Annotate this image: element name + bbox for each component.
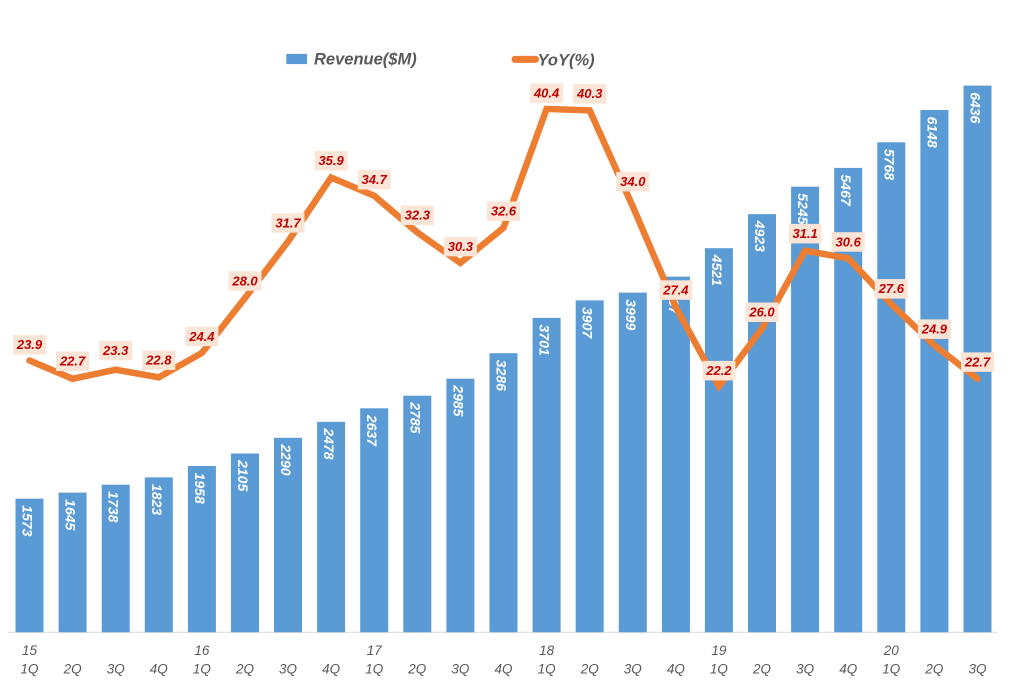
svg-text:40.3: 40.3 (576, 86, 603, 101)
svg-text:3Q: 3Q (107, 662, 126, 677)
svg-text:31.1: 31.1 (792, 226, 817, 241)
svg-text:30.6: 30.6 (836, 234, 862, 249)
svg-text:1Q: 1Q (20, 662, 39, 677)
svg-text:34.0: 34.0 (620, 174, 646, 189)
svg-text:2637: 2637 (364, 414, 380, 447)
svg-text:24.4: 24.4 (188, 329, 215, 344)
svg-text:2985: 2985 (450, 384, 466, 416)
svg-text:18: 18 (539, 643, 555, 658)
svg-text:22.7: 22.7 (59, 354, 86, 369)
svg-text:1958: 1958 (192, 473, 208, 504)
svg-text:23.3: 23.3 (102, 343, 129, 358)
svg-text:3999: 3999 (623, 299, 639, 330)
svg-text:26.0: 26.0 (748, 305, 775, 320)
svg-text:3Q: 3Q (968, 662, 987, 677)
svg-text:1573: 1573 (20, 505, 36, 536)
svg-text:Revenue($M): Revenue($M) (314, 51, 417, 69)
svg-text:1738: 1738 (106, 491, 122, 522)
svg-text:4923: 4923 (752, 220, 768, 252)
svg-text:1Q: 1Q (193, 662, 212, 677)
svg-text:4Q: 4Q (494, 662, 513, 677)
svg-text:2Q: 2Q (407, 662, 427, 677)
svg-text:22.2: 22.2 (705, 363, 732, 378)
svg-text:19: 19 (711, 643, 727, 658)
svg-text:3Q: 3Q (279, 662, 298, 677)
svg-text:1Q: 1Q (365, 662, 384, 677)
svg-text:28.0: 28.0 (231, 273, 258, 288)
svg-text:1Q: 1Q (882, 662, 901, 677)
svg-text:32.3: 32.3 (405, 208, 431, 223)
svg-text:2Q: 2Q (580, 662, 600, 677)
svg-text:5467: 5467 (838, 175, 854, 207)
svg-text:35.9: 35.9 (318, 153, 344, 168)
svg-text:3Q: 3Q (796, 662, 815, 677)
svg-text:4Q: 4Q (667, 662, 686, 677)
svg-text:3701: 3701 (537, 325, 553, 356)
svg-text:5768: 5768 (881, 149, 897, 180)
svg-text:3286: 3286 (494, 360, 510, 391)
svg-text:2290: 2290 (278, 443, 294, 475)
svg-text:1Q: 1Q (538, 662, 557, 677)
svg-text:YoY(%): YoY(%) (538, 51, 596, 69)
svg-text:2478: 2478 (321, 427, 337, 459)
svg-text:4Q: 4Q (322, 662, 341, 677)
svg-text:5245: 5245 (795, 193, 811, 224)
svg-text:1Q: 1Q (710, 662, 729, 677)
svg-text:3Q: 3Q (451, 662, 470, 677)
svg-text:1645: 1645 (63, 499, 79, 530)
svg-text:2Q: 2Q (63, 662, 83, 677)
svg-text:22.7: 22.7 (964, 355, 991, 370)
svg-text:4Q: 4Q (150, 662, 169, 677)
svg-text:40.4: 40.4 (533, 86, 560, 101)
svg-text:2Q: 2Q (924, 662, 944, 677)
svg-text:2Q: 2Q (235, 662, 255, 677)
svg-text:1823: 1823 (149, 484, 165, 515)
svg-text:2785: 2785 (407, 401, 423, 433)
svg-text:3907: 3907 (580, 307, 596, 339)
svg-text:20: 20 (883, 643, 900, 658)
svg-text:32.6: 32.6 (491, 204, 517, 219)
svg-text:30.3: 30.3 (448, 239, 474, 254)
svg-text:16: 16 (194, 643, 210, 658)
svg-text:22.8: 22.8 (145, 353, 172, 368)
svg-text:3Q: 3Q (624, 662, 643, 677)
svg-text:24.9: 24.9 (921, 322, 948, 337)
svg-text:34.7: 34.7 (362, 172, 388, 187)
svg-text:4Q: 4Q (839, 662, 858, 677)
svg-text:23.9: 23.9 (16, 337, 43, 352)
svg-text:17: 17 (367, 643, 383, 658)
svg-text:27.6: 27.6 (878, 281, 905, 296)
svg-text:2105: 2105 (235, 459, 251, 491)
svg-text:27.4: 27.4 (662, 282, 689, 297)
svg-text:2Q: 2Q (752, 662, 772, 677)
svg-text:6148: 6148 (924, 117, 940, 148)
svg-text:4521: 4521 (709, 254, 725, 286)
svg-text:31.7: 31.7 (275, 215, 301, 230)
svg-text:6436: 6436 (968, 92, 984, 123)
svg-text:15: 15 (22, 643, 38, 658)
